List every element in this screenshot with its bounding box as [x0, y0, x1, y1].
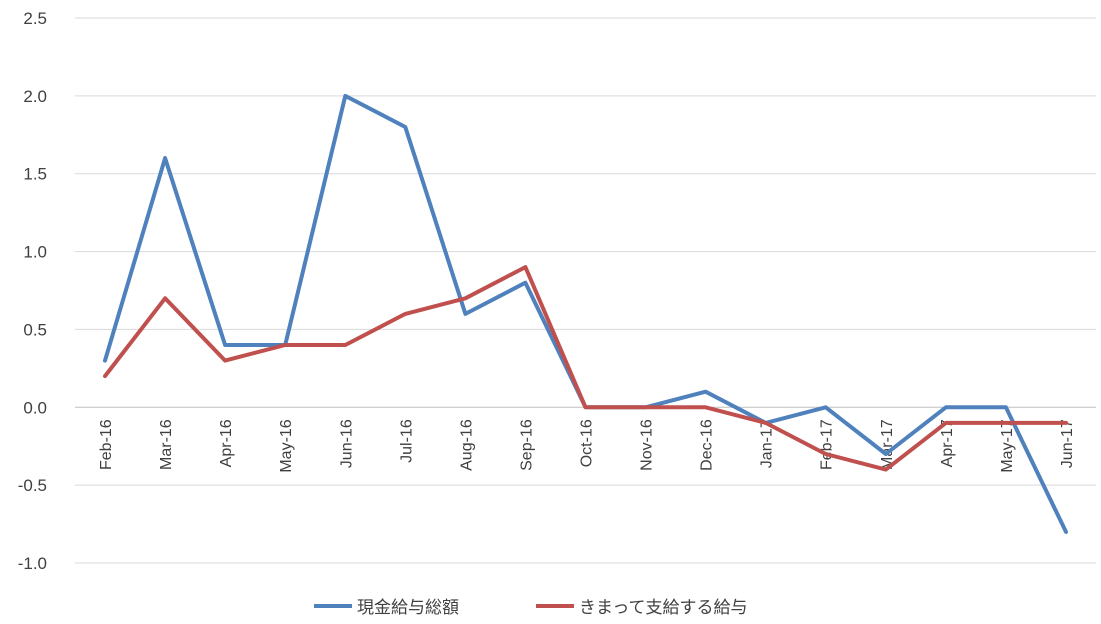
series-lines [103, 93, 1068, 534]
y-tick-label: 1.0 [23, 243, 47, 262]
x-tick-label: Jun-16 [338, 419, 355, 468]
x-tick-label: Apr-16 [218, 419, 235, 467]
x-tick-label: Feb-16 [98, 419, 115, 470]
x-tick-label: Dec-16 [699, 419, 716, 471]
x-tick-label: Jul-16 [398, 419, 415, 463]
y-tick-label: -1.0 [18, 554, 47, 573]
y-axis-tick-labels: 2.5 2.0 1.5 1.0 0.5 0.0 -0.5 -1.0 [18, 9, 47, 573]
x-tick-label: May-17 [999, 419, 1016, 472]
x-tick-label: Oct-16 [579, 419, 596, 467]
x-tick-label: Aug-16 [458, 419, 475, 471]
x-tick-label: Jan-17 [759, 419, 776, 468]
y-tick-label: 1.5 [23, 165, 47, 184]
x-tick-label: Mar-17 [879, 419, 896, 470]
x-tick-label: Nov-16 [639, 419, 656, 471]
y-tick-label: 2.5 [23, 9, 47, 28]
x-tick-label: Apr-17 [939, 419, 956, 467]
series-line-1 [103, 265, 1068, 472]
x-tick-label: Sep-16 [518, 419, 535, 471]
y-tick-label: 0.5 [23, 320, 47, 339]
legend-label: 現金給与総額 [357, 598, 459, 618]
x-tick-label: Mar-16 [158, 419, 175, 470]
gridlines [75, 17, 1096, 564]
y-tick-label: -0.5 [18, 476, 47, 495]
x-tick-label: Jun-17 [1059, 419, 1076, 468]
legend-label: きまって支給する給与 [579, 598, 747, 618]
y-tick-label: 2.0 [23, 87, 47, 106]
x-axis-tick-labels: Feb-16 Mar-16 Apr-16 May-16 Jun-16 Jul-16 Aug-… [98, 419, 1076, 472]
legend: 現金給与総額 きまって支給する給与 [314, 598, 747, 618]
y-tick-label: 0.0 [23, 398, 47, 417]
x-tick-label: Feb-17 [819, 419, 836, 470]
x-tick-label: May-16 [278, 419, 295, 472]
